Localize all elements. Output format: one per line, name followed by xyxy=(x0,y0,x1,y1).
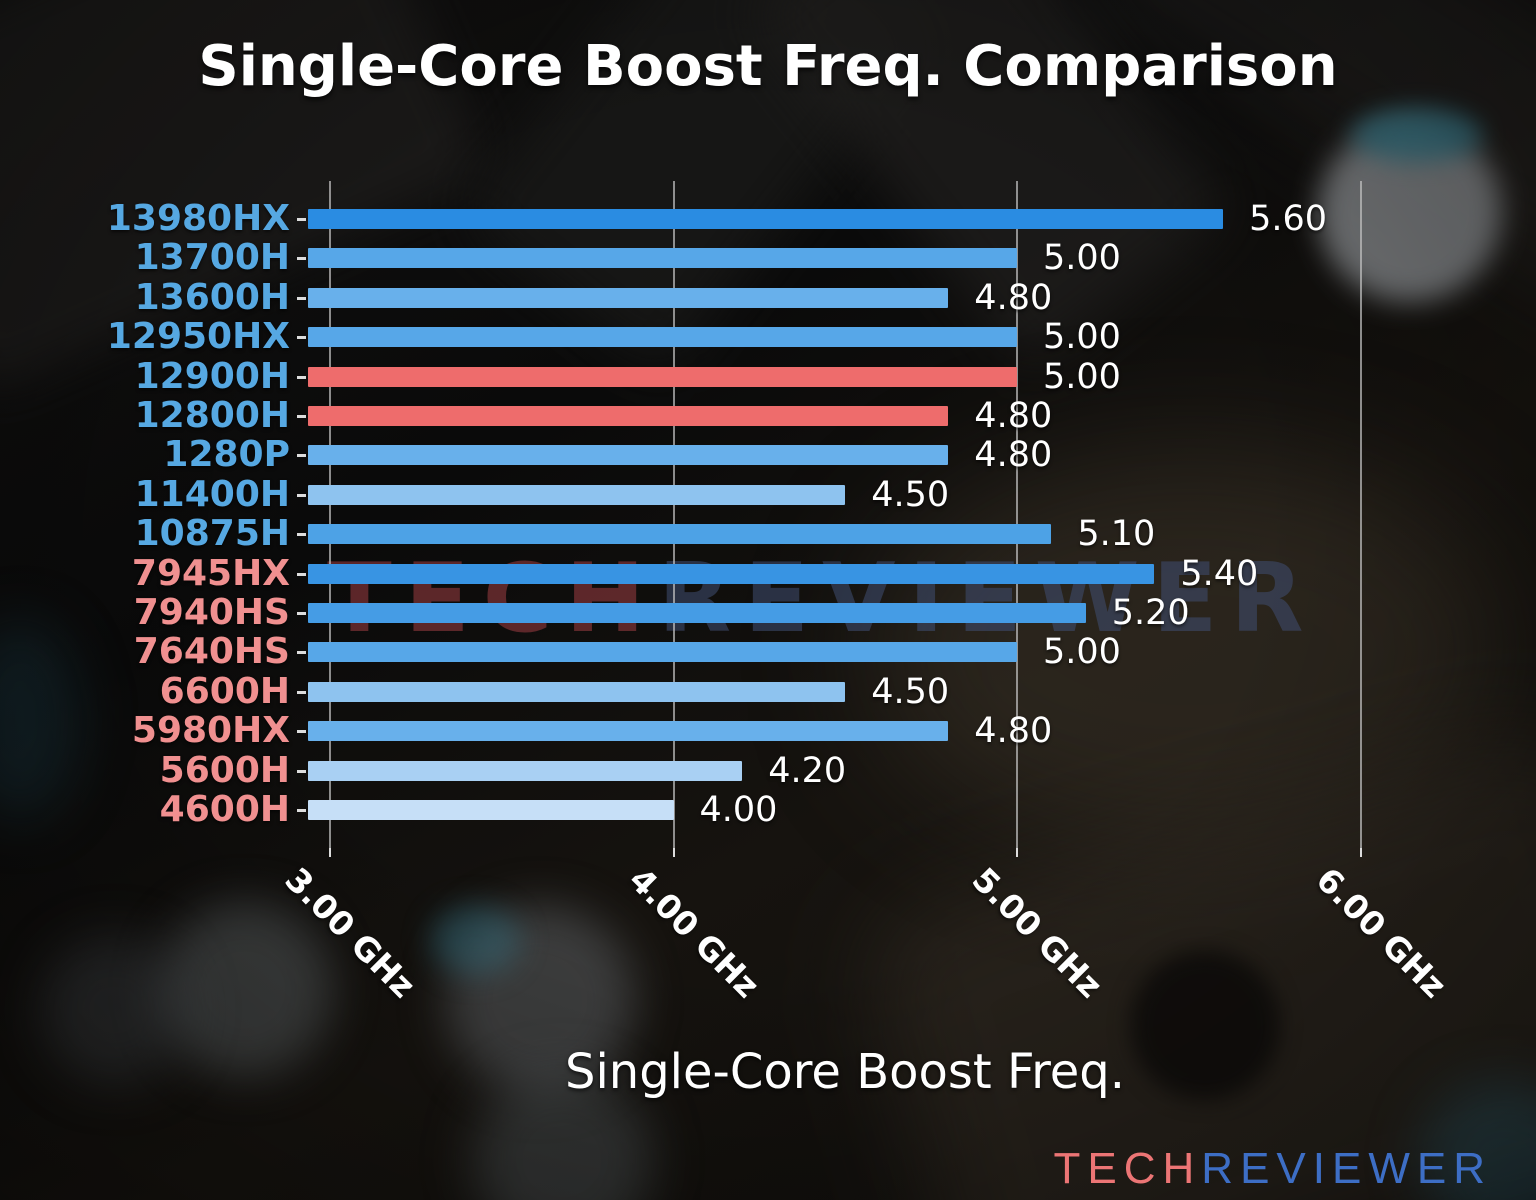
y-axis-tick xyxy=(297,769,306,773)
gridline xyxy=(329,181,331,848)
y-axis-tick xyxy=(297,533,306,537)
bar xyxy=(308,760,743,781)
y-axis-tick xyxy=(297,375,306,379)
value-label: 5.60 xyxy=(1249,199,1328,239)
bar xyxy=(308,445,949,466)
x-axis-tick xyxy=(1359,848,1362,857)
category-label: 7940HS xyxy=(133,592,290,633)
value-label: 4.80 xyxy=(974,277,1053,318)
x-axis-tick xyxy=(329,848,331,857)
value-label: 4.50 xyxy=(871,671,950,712)
chart-title: Single-Core Boost Freq. Comparison xyxy=(198,34,1338,99)
y-axis-tick xyxy=(297,809,306,812)
x-axis-tick xyxy=(1016,848,1018,857)
bar xyxy=(308,406,949,426)
bar xyxy=(308,327,1017,348)
techreviewer-logo: TECHREVIEWER xyxy=(1054,1144,1492,1194)
y-axis-tick xyxy=(297,336,306,340)
y-axis-tick xyxy=(297,730,306,734)
value-label: 5.20 xyxy=(1111,593,1190,633)
bar xyxy=(308,287,949,308)
bar xyxy=(308,721,949,742)
value-label: 4.50 xyxy=(871,474,950,515)
y-axis-tick xyxy=(297,493,306,497)
category-label: 12900H xyxy=(134,355,290,397)
bar xyxy=(308,366,1017,387)
value-label: 5.40 xyxy=(1180,553,1259,594)
y-axis-tick xyxy=(297,572,306,576)
x-axis-tick-label: 3.00 GHz xyxy=(277,859,424,1006)
value-label: 4.80 xyxy=(974,711,1053,752)
y-axis-tick xyxy=(297,296,306,300)
value-label: 4.80 xyxy=(974,396,1053,436)
y-axis-tick xyxy=(297,454,306,458)
category-label: 12950HX xyxy=(106,316,290,358)
logo-tech: TECH xyxy=(1053,1144,1202,1193)
value-label: 4.80 xyxy=(974,435,1053,476)
gridline xyxy=(1359,181,1362,848)
logo-reviewer: REVIEWER xyxy=(1201,1144,1492,1193)
category-label: 13980HX xyxy=(106,198,290,239)
value-label: 5.00 xyxy=(1043,632,1121,673)
bar xyxy=(308,681,846,702)
x-axis-tick xyxy=(672,848,675,857)
y-axis-tick xyxy=(297,218,306,221)
category-label: 7945HX xyxy=(131,552,290,594)
category-label: 6600H xyxy=(159,670,290,712)
bar xyxy=(308,800,674,820)
category-label: 13600H xyxy=(134,276,290,318)
y-axis-tick xyxy=(297,415,306,418)
value-label: 5.00 xyxy=(1043,317,1121,358)
value-label: 5.00 xyxy=(1043,238,1121,279)
y-axis-tick xyxy=(297,651,306,655)
category-label: 5600H xyxy=(159,749,290,791)
bar xyxy=(308,524,1052,545)
watermark-tech: TECH xyxy=(327,544,658,654)
x-axis-tick-label: 6.00 GHz xyxy=(1308,859,1454,1006)
category-label: 13700H xyxy=(134,237,290,279)
value-label: 4.00 xyxy=(699,790,778,830)
bar xyxy=(308,603,1086,623)
value-label: 5.10 xyxy=(1077,514,1156,555)
x-axis-tick-label: 4.00 GHz xyxy=(621,859,767,1006)
y-axis-tick xyxy=(297,612,306,615)
y-axis-tick xyxy=(297,257,306,261)
bar xyxy=(308,248,1017,269)
category-label: 5980HX xyxy=(131,710,290,752)
category-label: 11400H xyxy=(134,473,290,515)
y-axis-tick xyxy=(297,690,306,694)
bar xyxy=(308,563,1155,584)
gridline xyxy=(672,181,675,848)
x-axis-tick-label: 5.00 GHz xyxy=(964,859,1111,1006)
bar xyxy=(308,209,1224,229)
category-label: 12800H xyxy=(134,395,290,436)
value-label: 4.20 xyxy=(768,750,847,791)
category-label: 1280P xyxy=(163,434,290,476)
value-label: 5.00 xyxy=(1043,356,1121,397)
category-label: 4600H xyxy=(159,789,290,830)
category-label: 10875H xyxy=(134,513,290,555)
x-axis-title: Single-Core Boost Freq. xyxy=(564,1044,1126,1100)
bar xyxy=(308,484,846,505)
category-label: 7640HS xyxy=(133,631,290,673)
bar xyxy=(308,642,1017,663)
